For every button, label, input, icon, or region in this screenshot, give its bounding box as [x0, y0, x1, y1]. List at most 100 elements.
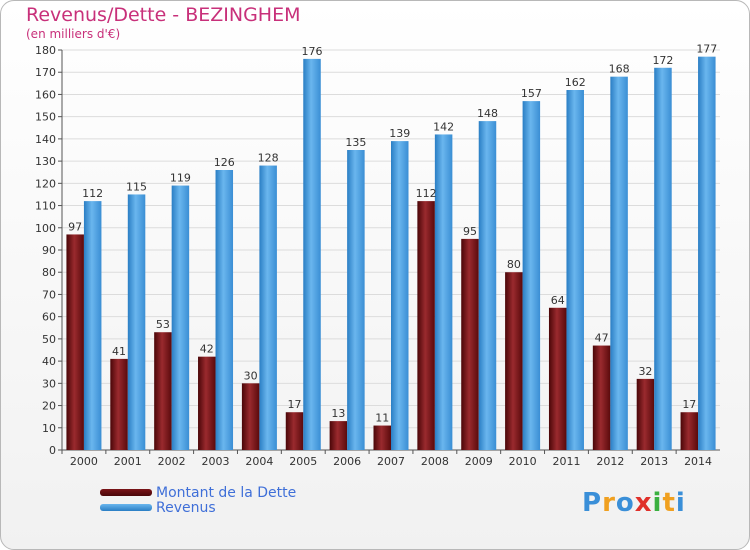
bar-revenue	[434, 134, 453, 450]
y-tick-label: 50	[42, 333, 56, 346]
legend-swatch-debt	[100, 489, 152, 496]
bar-debt	[505, 272, 523, 450]
y-tick-label: 60	[42, 311, 56, 324]
bar-revenue	[259, 165, 277, 451]
data-label-debt: 17	[682, 398, 696, 411]
y-tick-label: 90	[42, 244, 56, 257]
data-label-debt: 11	[375, 412, 389, 425]
x-tick-label: 2014	[684, 455, 712, 468]
data-label-debt: 42	[200, 343, 214, 356]
data-label-debt: 97	[68, 220, 82, 233]
y-tick-label: 30	[42, 377, 56, 390]
bar-revenue	[215, 170, 234, 450]
legend-label-debt: Montant de la Dette	[156, 484, 297, 501]
bar-revenue	[83, 201, 102, 450]
x-tick-label: 2001	[114, 455, 142, 468]
bar-debt	[592, 345, 611, 450]
data-label-debt: 13	[331, 407, 345, 420]
bars	[66, 56, 716, 451]
data-label-revenue: 168	[609, 63, 630, 76]
legend-item-revenue: Revenus	[100, 499, 296, 516]
x-tick-label: 2006	[333, 455, 361, 468]
bar-revenue	[303, 58, 321, 451]
y-tick-label: 40	[42, 355, 56, 368]
x-tick-label: 2009	[465, 455, 493, 468]
bar-debt	[680, 412, 699, 450]
bar-revenue	[610, 76, 628, 451]
legend-swatch-revenue	[100, 504, 152, 511]
data-label-revenue: 128	[258, 152, 279, 165]
data-label-revenue: 119	[170, 172, 191, 185]
bar-debt	[329, 421, 348, 450]
bar-debt	[198, 356, 216, 450]
y-tick-label: 140	[35, 133, 56, 146]
data-label-debt: 32	[638, 365, 652, 378]
y-tick-label: 110	[35, 200, 56, 213]
data-label-revenue: 112	[82, 187, 103, 200]
logo-letter: r	[602, 488, 616, 518]
bar-revenue	[127, 194, 146, 450]
bar-debt	[636, 378, 655, 450]
x-tick-label: 2008	[421, 455, 449, 468]
y-tick-label: 150	[35, 111, 56, 124]
bar-debt	[154, 332, 172, 450]
data-labels: 97 112 41 115 53 119 42 126 30 128 17 176 13 135 11 139…	[68, 43, 717, 425]
bar-debt	[66, 234, 84, 450]
bar-revenue	[654, 67, 672, 451]
y-tick-label: 120	[35, 177, 56, 190]
data-label-revenue: 157	[521, 87, 542, 100]
data-label-revenue: 172	[652, 54, 673, 67]
logo-letter: i	[652, 488, 663, 518]
data-label-debt: 41	[112, 345, 126, 358]
data-label-revenue: 135	[345, 136, 366, 149]
bar-revenue	[478, 121, 497, 450]
y-tick-label: 0	[49, 444, 56, 457]
proxiti-logo: Proxiti	[582, 488, 686, 518]
data-label-debt: 53	[156, 318, 170, 331]
logo-letter: P	[582, 488, 603, 518]
bar-revenue	[391, 141, 409, 450]
logo-letter: x	[634, 488, 653, 518]
x-tick-label: 2011	[552, 455, 580, 468]
data-label-revenue: 177	[696, 43, 717, 56]
data-label-debt: 112	[416, 187, 437, 200]
y-tick-label: 180	[35, 44, 56, 57]
y-tick-label: 20	[42, 400, 56, 413]
bar-debt	[417, 201, 435, 450]
x-tick-label: 2004	[245, 455, 273, 468]
y-tick-label: 80	[42, 266, 56, 279]
bar-revenue	[171, 185, 190, 451]
bar-revenue	[522, 101, 541, 450]
data-label-debt: 80	[507, 258, 521, 271]
data-label-revenue: 162	[565, 76, 586, 89]
data-label-debt: 17	[288, 398, 302, 411]
x-tick-label: 2005	[289, 455, 317, 468]
chart-title: Revenus/Dette - BEZINGHEM	[26, 4, 301, 26]
y-tick-label: 160	[35, 88, 56, 101]
bar-revenue	[566, 90, 584, 450]
x-tick-label: 2002	[158, 455, 186, 468]
bar-debt	[373, 425, 391, 450]
data-label-debt: 64	[551, 294, 565, 307]
logo-letter: t	[662, 488, 676, 518]
legend-label-revenue: Revenus	[156, 499, 216, 516]
bar-debt	[241, 383, 260, 450]
x-tick-label: 2007	[377, 455, 405, 468]
bar-debt	[548, 307, 567, 450]
data-label-debt: 95	[463, 225, 477, 238]
data-label-revenue: 148	[477, 107, 498, 120]
data-label-revenue: 115	[126, 180, 147, 193]
y-tick-label: 10	[42, 422, 56, 435]
y-tick-label: 130	[35, 155, 56, 168]
data-label-revenue: 176	[302, 45, 323, 58]
bar-debt	[285, 412, 304, 450]
data-label-revenue: 126	[214, 156, 235, 169]
bar-debt	[110, 358, 128, 450]
data-label-debt: 47	[595, 332, 609, 345]
x-tick-label: 2012	[596, 455, 624, 468]
bar-revenue	[347, 150, 365, 450]
legend: Montant de la Dette Revenus	[100, 484, 297, 516]
x-tick-label: 2003	[202, 455, 230, 468]
y-tick-label: 170	[35, 66, 56, 79]
